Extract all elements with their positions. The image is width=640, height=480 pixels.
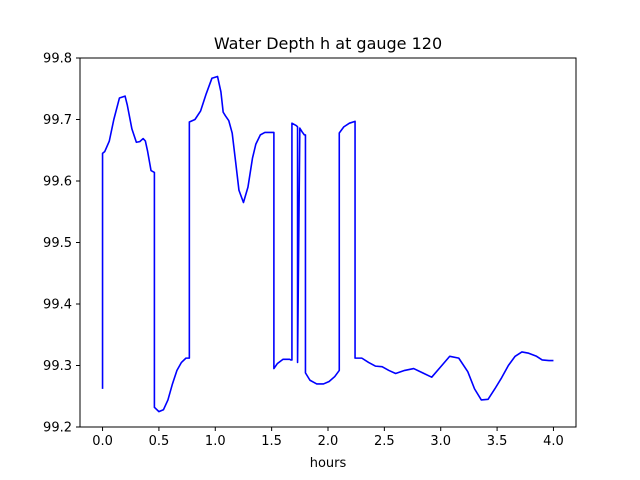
x-axis: 0.0 0.5 1.0 1.5 2.0 2.5 3.0 3.5 4.0 <box>92 427 564 449</box>
x-tick-label: 1.5 <box>261 434 282 449</box>
x-tick-label: 0.5 <box>149 434 170 449</box>
x-tick-label: 3.0 <box>430 434 451 449</box>
x-tick-label: 0.0 <box>92 434 113 449</box>
x-tick-label: 4.0 <box>543 434 564 449</box>
y-tick-label: 99.7 <box>43 113 72 128</box>
x-tick-label: 2.0 <box>318 434 339 449</box>
series-line-0 <box>101 75 554 413</box>
x-axis-label: hours <box>310 456 347 471</box>
y-tick-label: 99.5 <box>43 236 72 251</box>
y-axis: 99.2 99.3 99.4 99.5 99.6 99.7 99.8 <box>43 52 80 436</box>
y-tick-label: 99.3 <box>43 359 72 374</box>
x-tick-label: 1.0 <box>205 434 226 449</box>
y-tick-label: 99.6 <box>43 175 72 190</box>
x-tick-label: 3.5 <box>487 434 508 449</box>
chart-title: Water Depth h at gauge 120 <box>214 34 442 53</box>
x-tick-label: 2.5 <box>374 434 395 449</box>
y-tick-label: 99.2 <box>43 421 72 436</box>
y-tick-label: 99.8 <box>43 52 72 67</box>
y-tick-label: 99.4 <box>43 298 72 313</box>
